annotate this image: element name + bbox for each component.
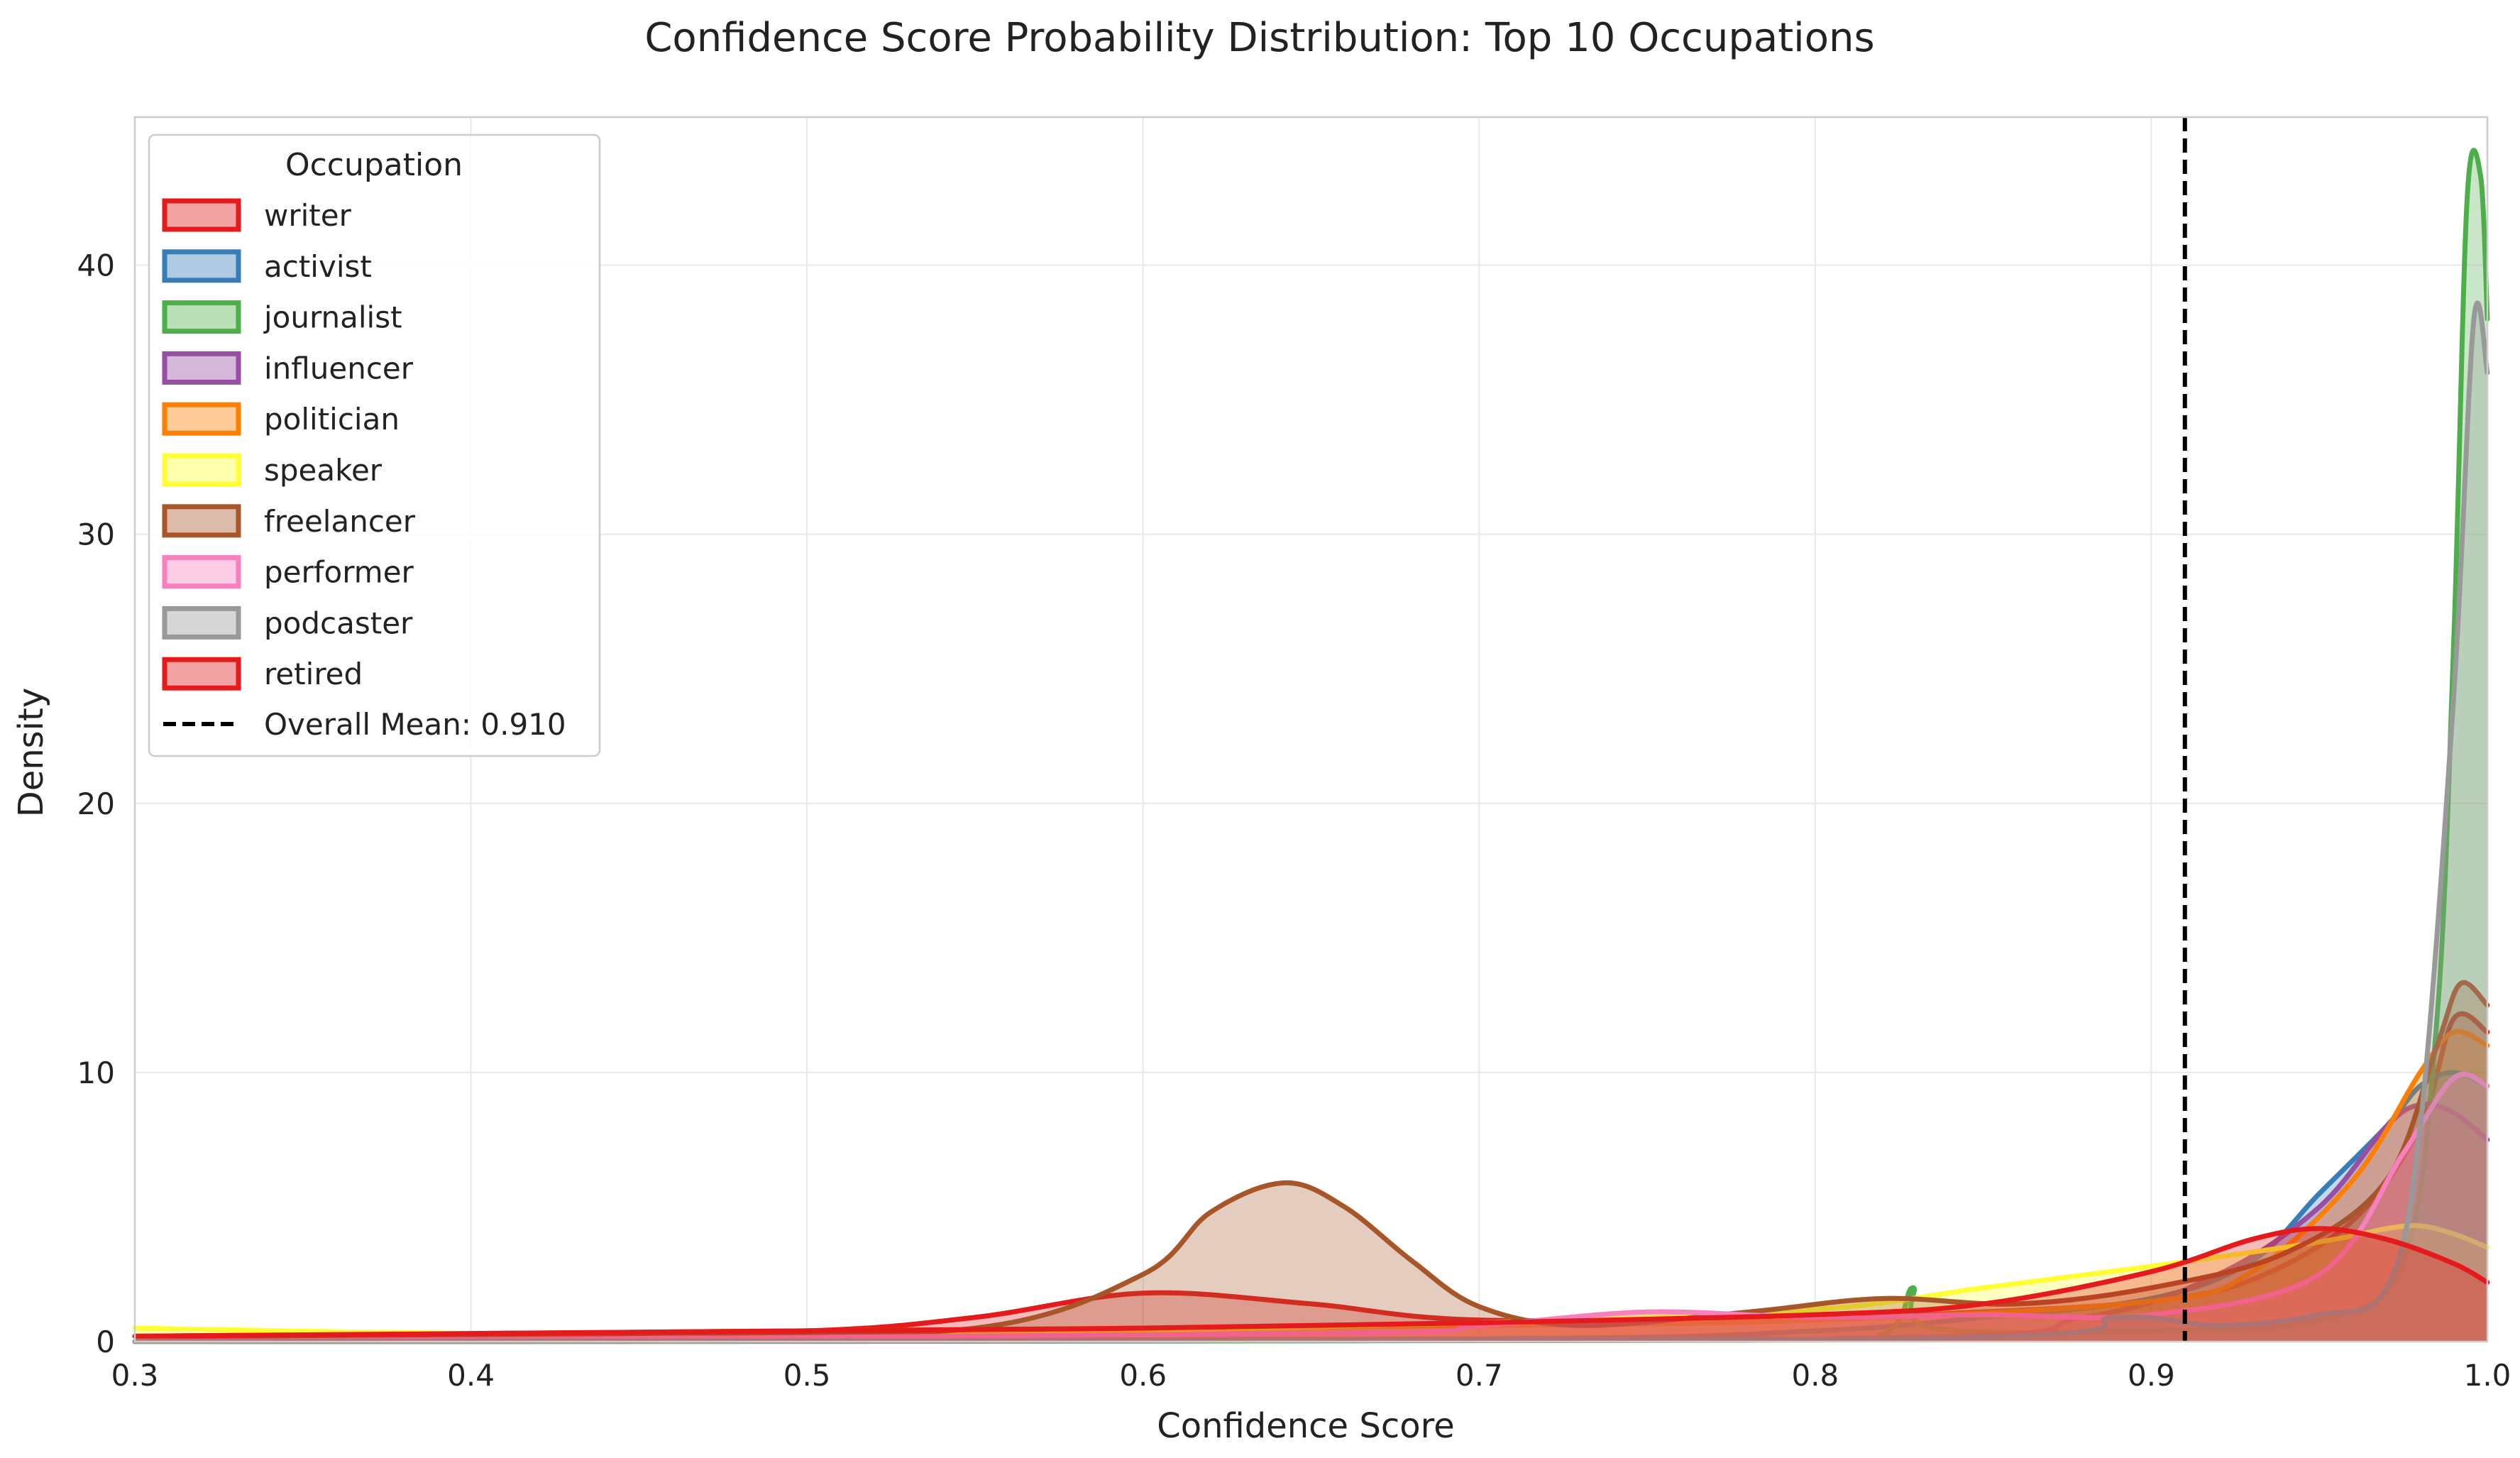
- y-tick-label: 0: [96, 1325, 115, 1359]
- x-tick-label: 0.4: [447, 1358, 495, 1393]
- legend-swatch-podcaster: [162, 605, 241, 640]
- x-tick-label: 0.5: [783, 1358, 831, 1393]
- x-tick-label: 1.0: [2464, 1358, 2511, 1393]
- legend-label-influencer: influencer: [264, 351, 414, 385]
- x-tick-label: 0.6: [1119, 1358, 1167, 1393]
- plot-frame: [133, 116, 2489, 1343]
- legend-box: [148, 133, 601, 757]
- legend-swatch-speaker: [162, 453, 241, 487]
- series-area-influencer: [135, 1104, 2487, 1342]
- x-axis-label: Confidence Score: [1157, 1406, 1455, 1446]
- legend: Occupation writer activist journalist influ…: [148, 133, 601, 757]
- legend-swatch-activist: [162, 249, 241, 283]
- legend-swatch-performer: [162, 555, 241, 589]
- chart-title: Confidence Score Probability Distributio…: [644, 15, 1874, 61]
- x-tick-label: 0.7: [1456, 1358, 1503, 1393]
- tick-labels: 0.3 0.4 0.5 0.6 0.7 0.8 0.9 1.0 0 10 20 30 40: [77, 248, 2511, 1393]
- legend-swatch-politician: [162, 402, 241, 436]
- legend-label-retired: retired: [264, 657, 363, 691]
- x-tick-label: 0.3: [111, 1358, 159, 1393]
- legend-label-activist: activist: [264, 249, 372, 284]
- y-axis-label: Density: [11, 688, 51, 817]
- legend-swatch-freelancer: [162, 504, 241, 538]
- legend-swatch-journalist: [162, 300, 241, 334]
- series-area-writer: [135, 1014, 2487, 1342]
- legend-title: Occupation: [285, 147, 463, 183]
- legend-label-podcaster: podcaster: [264, 605, 413, 640]
- series-area-performer: [135, 1074, 2487, 1342]
- series-line-podcaster: [132, 300, 2490, 1344]
- legend-swatch-retired: [162, 657, 241, 691]
- series-layer: [132, 148, 2490, 1344]
- legend-label-journalist: journalist: [263, 300, 402, 335]
- legend-items: writer activist journalist influencer politi…: [162, 198, 416, 691]
- y-tick-label: 30: [77, 517, 115, 552]
- x-tick-label: 0.8: [1791, 1358, 1839, 1393]
- y-tick-label: 10: [77, 1056, 115, 1090]
- legend-label-freelancer: freelancer: [264, 504, 416, 539]
- legend-swatch-influencer: [162, 351, 241, 385]
- series-area-freelancer: [135, 982, 2487, 1342]
- series-area-activist: [135, 1072, 2487, 1342]
- series-line-retired: [132, 1226, 2490, 1339]
- series-area-politician: [135, 1031, 2487, 1342]
- legend-label-performer: performer: [264, 555, 414, 590]
- legend-label-writer: writer: [264, 198, 352, 233]
- legend-swatch-writer: [162, 198, 241, 232]
- legend-label-politician: politician: [264, 402, 400, 437]
- y-tick-label: 20: [77, 786, 115, 821]
- x-tick-label: 0.9: [2128, 1358, 2175, 1393]
- y-tick-label: 40: [77, 248, 115, 283]
- legend-mean-label: Overall Mean: 0.910: [264, 707, 566, 742]
- legend-label-speaker: speaker: [264, 453, 383, 488]
